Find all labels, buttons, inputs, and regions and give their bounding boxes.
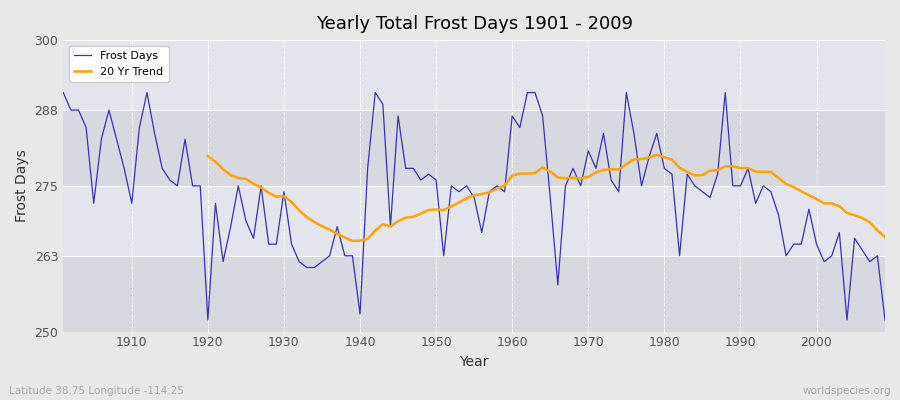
Bar (63, 110, 885, 186)
Frost Days (202, 318, 213, 322)
Frost Days (58, 90, 68, 95)
Title: Yearly Total Frost Days 1901 - 2009: Yearly Total Frost Days 1901 - 2009 (316, 15, 633, 33)
Bar (63, 40, 885, 110)
Line: Frost Days: Frost Days (63, 92, 885, 320)
Frost Days (606, 178, 616, 182)
Frost Days (879, 318, 890, 322)
Frost Days (507, 114, 517, 118)
Frost Days (293, 259, 304, 264)
20 Yr Trend (202, 154, 213, 158)
Frost Days (339, 254, 350, 258)
Bar (63, 186, 885, 256)
Text: Latitude 38.75 Longitude -114.25: Latitude 38.75 Longitude -114.25 (9, 386, 184, 396)
Text: worldspecies.org: worldspecies.org (803, 386, 891, 396)
Frost Days (515, 125, 526, 130)
20 Yr Trend (652, 152, 662, 157)
20 Yr Trend (293, 208, 304, 213)
Legend: Frost Days, 20 Yr Trend: Frost Days, 20 Yr Trend (68, 46, 168, 82)
20 Yr Trend (347, 238, 358, 243)
20 Yr Trend (864, 220, 875, 225)
20 Yr Trend (879, 235, 890, 240)
Frost Days (119, 166, 130, 171)
X-axis label: Year: Year (460, 355, 489, 369)
20 Yr Trend (689, 173, 700, 178)
20 Yr Trend (416, 211, 427, 216)
20 Yr Trend (780, 182, 791, 186)
20 Yr Trend (796, 189, 806, 194)
Bar (63, 256, 885, 332)
Line: 20 Yr Trend: 20 Yr Trend (208, 155, 885, 241)
Y-axis label: Frost Days: Frost Days (15, 150, 29, 222)
